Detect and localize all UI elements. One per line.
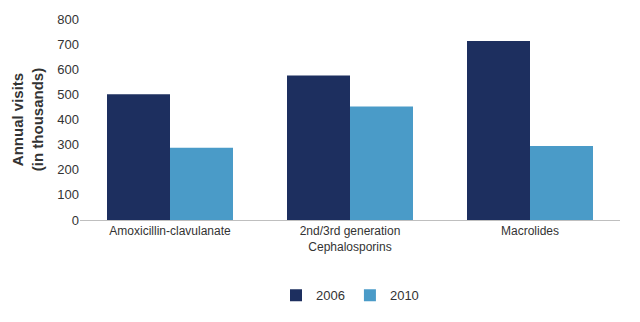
svg-text:2006: 2006 [316, 288, 345, 303]
svg-text:700: 700 [57, 37, 79, 52]
svg-text:400: 400 [57, 112, 79, 127]
svg-text:Amoxicillin-clavulanate: Amoxicillin-clavulanate [109, 224, 231, 238]
svg-text:100: 100 [57, 187, 79, 202]
svg-text:200: 200 [57, 162, 79, 177]
svg-text:0: 0 [72, 213, 79, 228]
svg-text:2010: 2010 [390, 288, 419, 303]
svg-text:Macrolides: Macrolides [501, 224, 559, 238]
svg-text:2nd/3rd generationCephalospori: 2nd/3rd generationCephalosporins [300, 224, 401, 254]
svg-text:600: 600 [57, 62, 79, 77]
svg-text:300: 300 [57, 137, 79, 152]
svg-text:800: 800 [57, 12, 79, 27]
svg-text:Annual visits(in thousands): Annual visits(in thousands) [9, 68, 46, 171]
svg-text:500: 500 [57, 87, 79, 102]
